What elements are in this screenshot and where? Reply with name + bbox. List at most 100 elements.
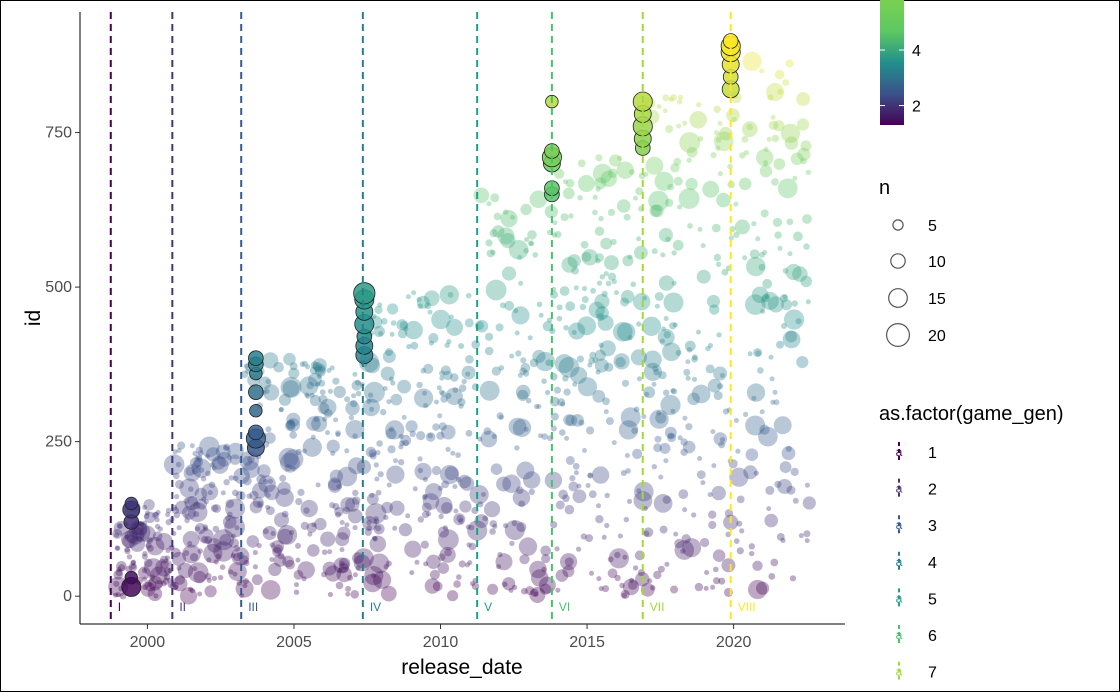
data-point	[613, 353, 630, 370]
data-point	[697, 226, 703, 232]
data-point	[155, 533, 173, 550]
data-point	[594, 293, 610, 309]
data-point	[595, 186, 601, 192]
data-point	[335, 430, 341, 436]
data-point	[269, 542, 275, 548]
size-key	[890, 253, 906, 269]
data-point	[262, 384, 280, 401]
data-point	[233, 467, 250, 485]
data-point	[461, 365, 476, 380]
data-point	[670, 388, 676, 394]
data-point	[733, 538, 740, 544]
data-point	[534, 403, 540, 410]
data-point	[518, 537, 538, 556]
data-point	[184, 513, 190, 519]
data-point	[288, 367, 300, 379]
data-point	[321, 571, 327, 578]
data-point	[256, 474, 266, 484]
data-point	[444, 342, 450, 348]
data-point	[779, 461, 792, 473]
data-point	[147, 544, 154, 552]
data-point	[667, 433, 677, 443]
data-point	[533, 591, 539, 597]
data-point	[654, 435, 662, 443]
data-point	[223, 479, 230, 486]
data-point	[324, 565, 342, 582]
data-point	[495, 323, 504, 332]
data-point	[147, 586, 163, 602]
data-point	[782, 330, 801, 349]
data-point	[265, 379, 271, 385]
data-point	[596, 313, 605, 322]
data-point	[580, 240, 589, 249]
data-point	[115, 545, 121, 552]
data-point	[424, 578, 441, 594]
data-point	[781, 323, 787, 329]
data-point	[365, 503, 387, 524]
data-point	[654, 303, 660, 309]
data-point	[565, 178, 575, 188]
data-point	[152, 531, 163, 542]
data-point	[572, 489, 587, 504]
data-point	[718, 126, 733, 141]
data-point	[416, 297, 422, 303]
gen-label-7: VII	[650, 600, 665, 614]
data-point	[558, 356, 580, 378]
data-point	[381, 501, 394, 514]
data-point	[320, 531, 336, 547]
data-point	[486, 201, 492, 207]
data-point	[686, 146, 698, 158]
data-point	[223, 443, 230, 451]
data-point	[661, 326, 666, 332]
data-point	[286, 419, 296, 430]
data-point	[353, 554, 371, 572]
data-point	[223, 445, 229, 451]
data-point	[412, 486, 418, 492]
data-point	[447, 291, 454, 298]
data-point	[432, 423, 440, 431]
data-point	[490, 249, 496, 255]
data-point	[155, 558, 174, 577]
data-point	[523, 426, 529, 432]
data-point	[290, 466, 296, 471]
data-point	[696, 102, 702, 108]
data-point	[508, 240, 529, 260]
data-point	[715, 145, 721, 151]
y-tick-label: 250	[45, 434, 72, 451]
data-point	[383, 514, 389, 521]
data-point	[220, 490, 226, 496]
data-point	[643, 171, 649, 177]
data-point	[306, 381, 314, 390]
data-point	[607, 568, 618, 579]
data-point	[743, 465, 758, 480]
data-point	[196, 464, 202, 470]
data-point	[441, 502, 453, 514]
data-point	[363, 381, 385, 403]
data-point	[618, 420, 639, 440]
data-point	[711, 463, 717, 469]
data-point	[781, 446, 796, 461]
data-point	[773, 120, 785, 132]
data-point	[620, 290, 635, 304]
data-point	[304, 392, 310, 398]
data-point	[423, 363, 434, 374]
data-point	[141, 553, 148, 560]
data-point	[409, 570, 415, 576]
data-point	[620, 590, 630, 599]
data-point	[458, 560, 466, 568]
data-point	[366, 519, 372, 526]
data-point	[364, 528, 372, 536]
data-point	[303, 507, 310, 514]
data-point	[204, 536, 213, 545]
data-point	[251, 574, 263, 586]
data-point	[717, 120, 723, 126]
data-point	[405, 420, 418, 433]
data-point	[674, 538, 684, 549]
data-point	[651, 381, 657, 387]
data-point	[453, 513, 466, 526]
data-point	[621, 379, 630, 387]
data-point	[588, 301, 605, 318]
data-point	[486, 249, 495, 258]
data-point	[653, 369, 660, 376]
data-point	[536, 404, 542, 409]
